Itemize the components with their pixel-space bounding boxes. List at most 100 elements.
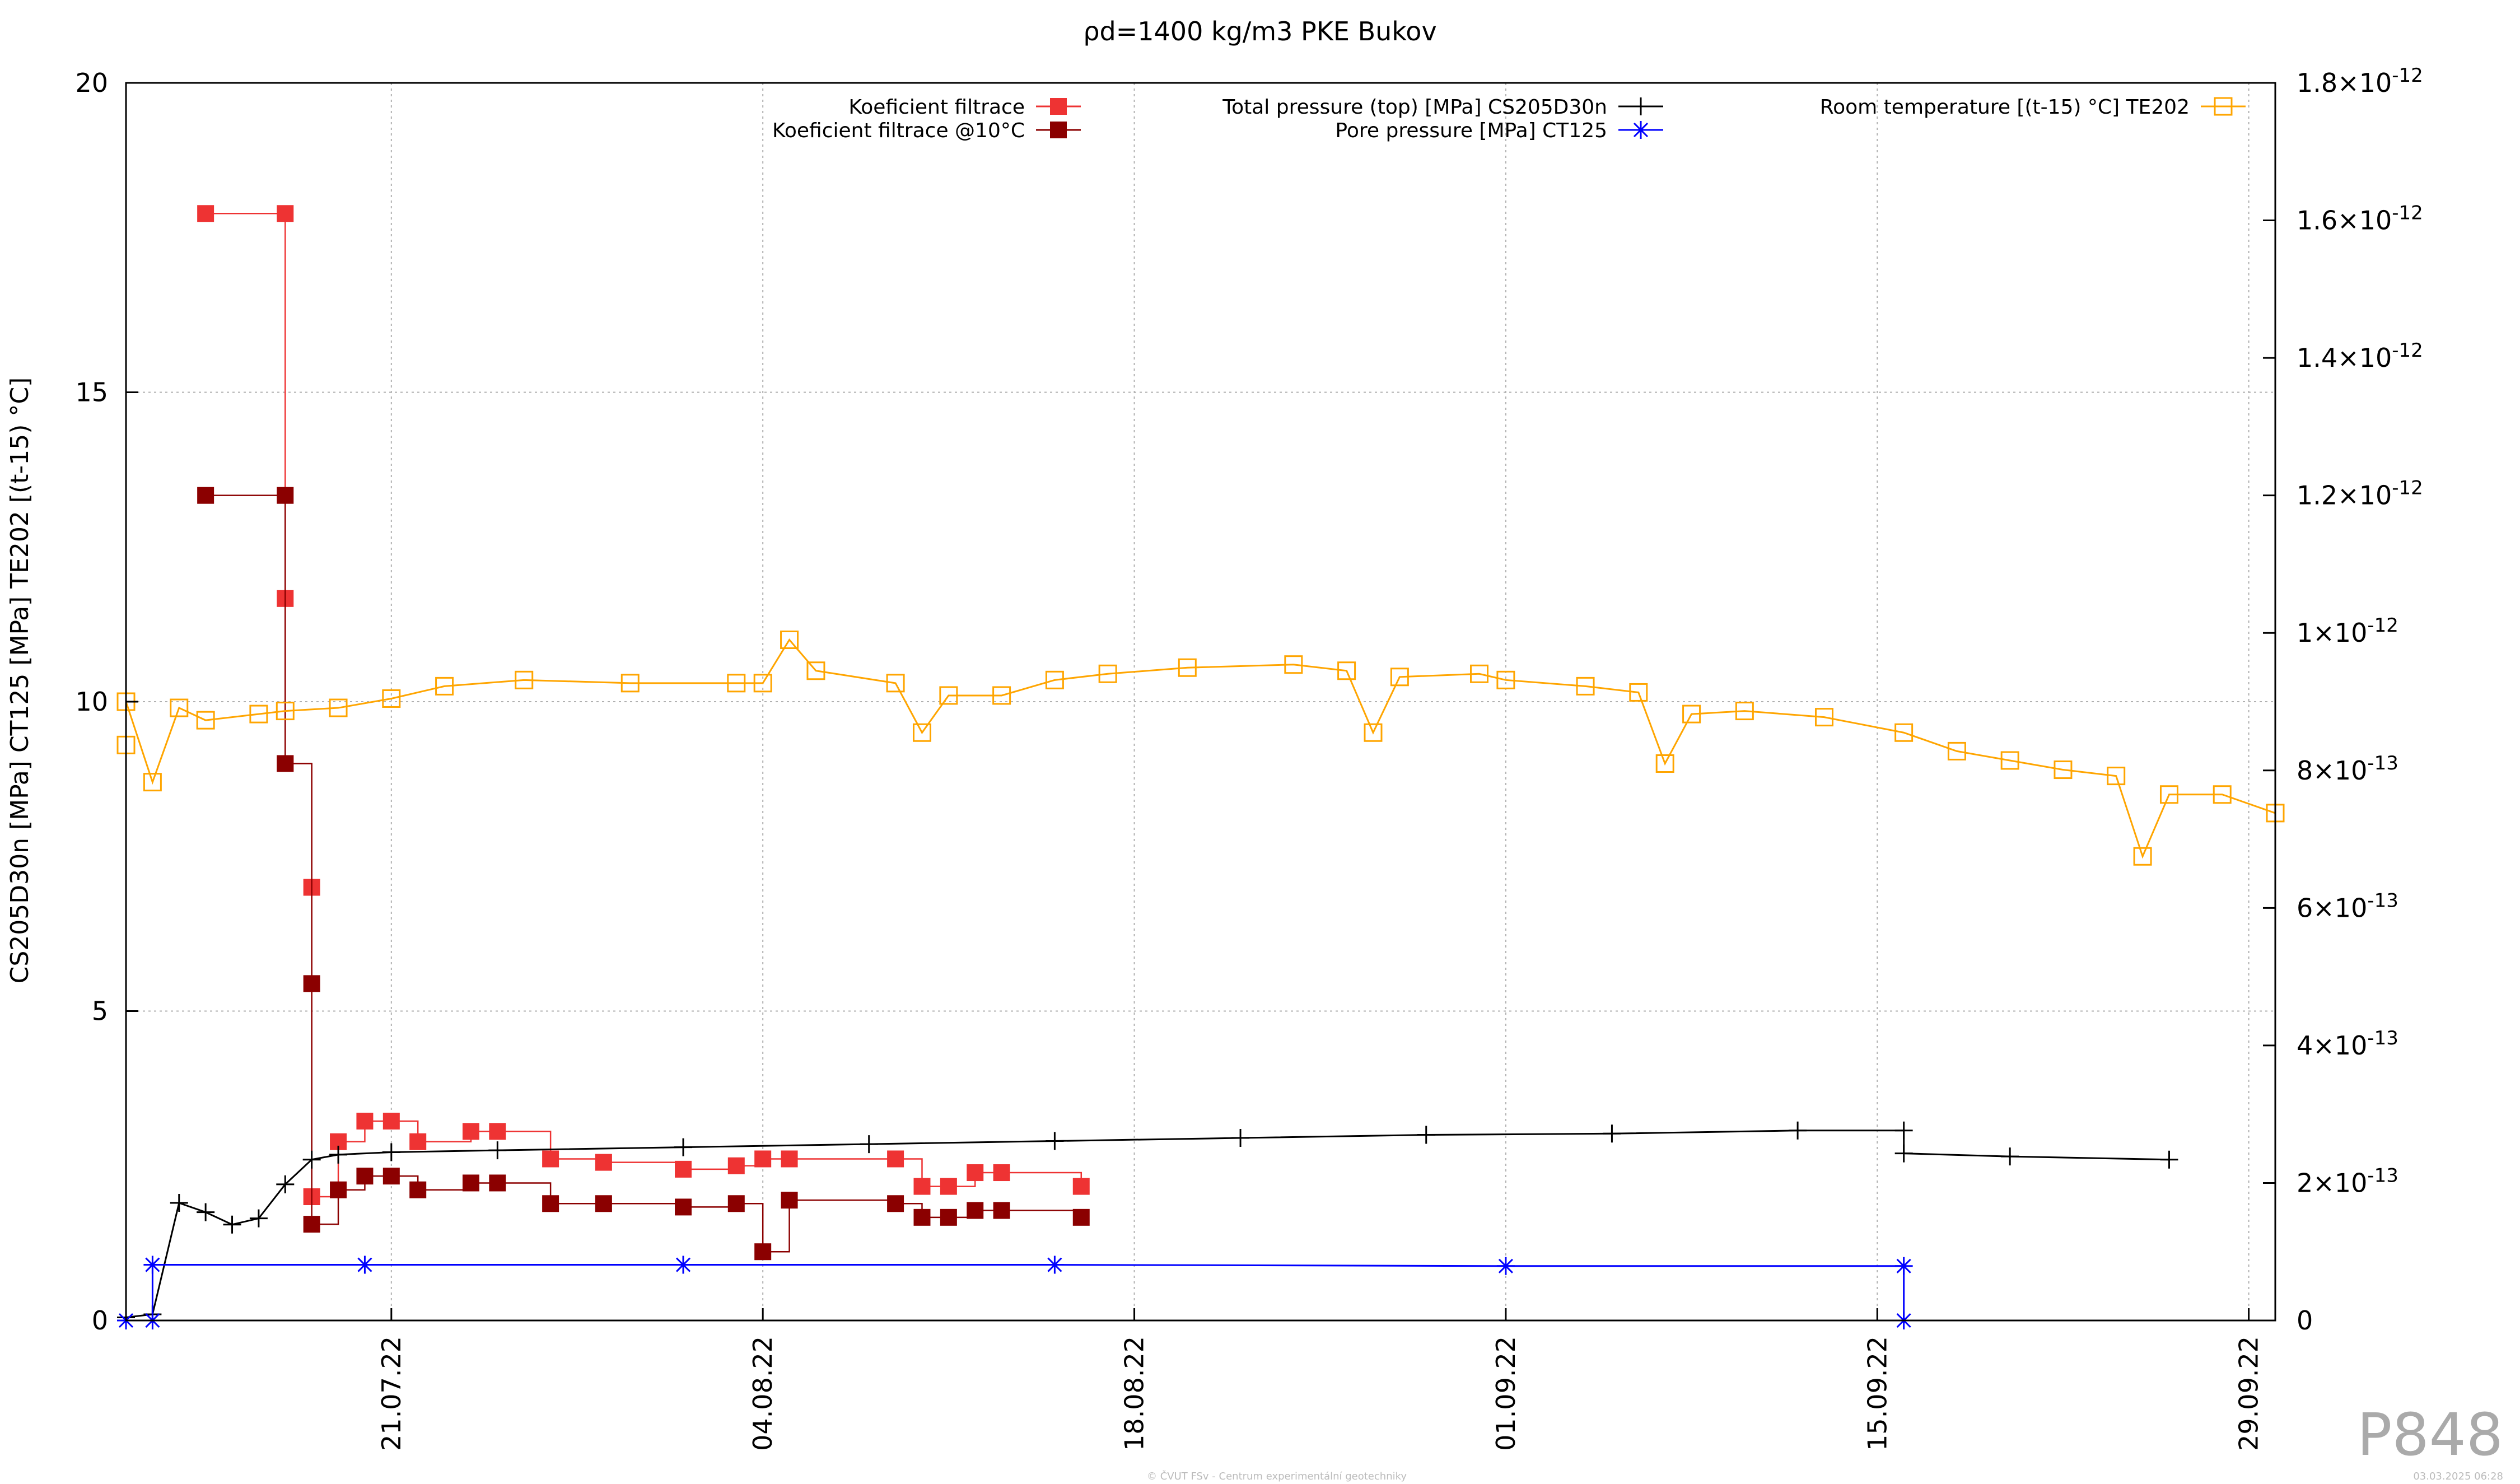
y2-tick-label: 0 [2297,1305,2313,1336]
data-point [249,704,268,724]
data-point [382,1168,400,1185]
data-point [1629,683,1648,702]
data-point [488,1141,507,1160]
y-tick-label: 15 [75,377,108,408]
chart-title: ρd=1400 kg/m3 PKE Bukov [1083,16,1436,46]
data-point [753,674,772,693]
data-point [727,1195,745,1212]
data-point [197,487,214,504]
y-axis-label: CS205D30n [MPa] CT125 [MPa] TE202 [(t-15… [6,377,34,984]
data-point [1682,704,1701,724]
y2-tick-label: 6×10-13 [2297,889,2398,923]
data-point [1098,664,1117,683]
data-point [780,631,799,649]
data-point [620,674,640,693]
data-point [542,1195,559,1212]
data-point [356,1168,374,1185]
series-line [125,638,2276,859]
data-point [1789,1121,1807,1140]
data-point [967,1164,984,1182]
data-point [356,1256,374,1274]
data-point [277,755,294,772]
data-point [302,1150,321,1169]
data-point [1417,1126,1435,1144]
data-point [1178,658,1197,677]
x-tick-label: 15.09.22 [1862,1336,1892,1451]
legend-label: Total pressure (top) [MPa] CS205D30n [1222,96,1607,119]
data-point [1576,676,1595,696]
data-point [329,698,348,717]
data-point [382,1143,400,1161]
x-tick-label: 29.09.22 [2234,1336,2264,1451]
data-point [1364,723,1383,742]
legend-entry: Total pressure (top) [MPa] CS205D30n [1222,96,1663,119]
data-point [170,1194,188,1212]
data-point [727,674,746,693]
data-point [967,1202,984,1219]
data-point [1894,723,1914,742]
data-point [197,1203,215,1221]
series-line [206,213,1082,1198]
data-point [489,1174,506,1192]
y2-tick-label: 4×10-13 [2297,1027,2398,1061]
data-point [1337,661,1356,680]
y2-tick-label: 8×10-13 [2297,752,2398,786]
data-point [197,205,214,222]
data-point [1894,1257,1913,1275]
data-point [382,1112,400,1130]
series-line [126,1264,1905,1322]
legend-label: Pore pressure [MPa] CT125 [1335,119,1607,142]
series-2 [117,1121,2178,1327]
data-point [1284,655,1303,674]
data-point [196,711,215,730]
data-point [277,205,294,222]
data-point [143,1256,162,1274]
data-point [595,1195,612,1212]
data-point [1735,702,1754,721]
grid [126,83,2275,1320]
data-point [435,676,454,696]
data-point [940,1208,957,1226]
x-tick-label: 01.09.22 [1491,1336,1521,1451]
y-tick-label: 10 [75,687,108,717]
data-point [1947,741,1966,760]
data-point [913,1208,931,1226]
data-point [303,1216,320,1233]
data-point [887,1195,904,1212]
data-point [913,1178,931,1195]
data-point [2213,785,2232,804]
legend-marker [1050,122,1067,138]
data-point [2107,767,2126,786]
y-tick-label: 5 [92,996,108,1026]
y2-tick-label: 1.4×10-12 [2297,339,2423,373]
legend-entry: Room temperature [(t-15) °C] TE202 [1820,96,2246,119]
legend-marker [1632,97,1650,115]
data-point [2133,847,2152,866]
data-point [2001,1147,2019,1166]
data-point [940,1178,957,1195]
footer-credit: © ČVUT FSv - Centrum experimentální geot… [1147,1470,1407,1482]
data-point [2000,751,2019,770]
data-point [674,1138,693,1156]
data-point [329,1145,348,1164]
y2-tick-label: 1.8×10-12 [2297,64,2423,98]
data-point [727,1157,745,1174]
data-point [993,1164,1010,1182]
data-point [2160,1150,2178,1169]
data-point [249,1209,268,1228]
data-point [939,686,958,705]
data-point [1045,670,1064,689]
data-point [276,702,295,721]
legend-entry: Koeficient filtrace @10°C [772,119,1081,142]
series-0 [197,205,1090,1205]
series-4 [116,631,2285,866]
x-tick-label: 18.08.22 [1119,1336,1150,1451]
data-point [1390,668,1409,687]
data-point [860,1135,878,1154]
data-point [356,1112,374,1130]
data-point [409,1133,427,1150]
data-point [912,723,931,742]
data-point [1046,1256,1064,1274]
